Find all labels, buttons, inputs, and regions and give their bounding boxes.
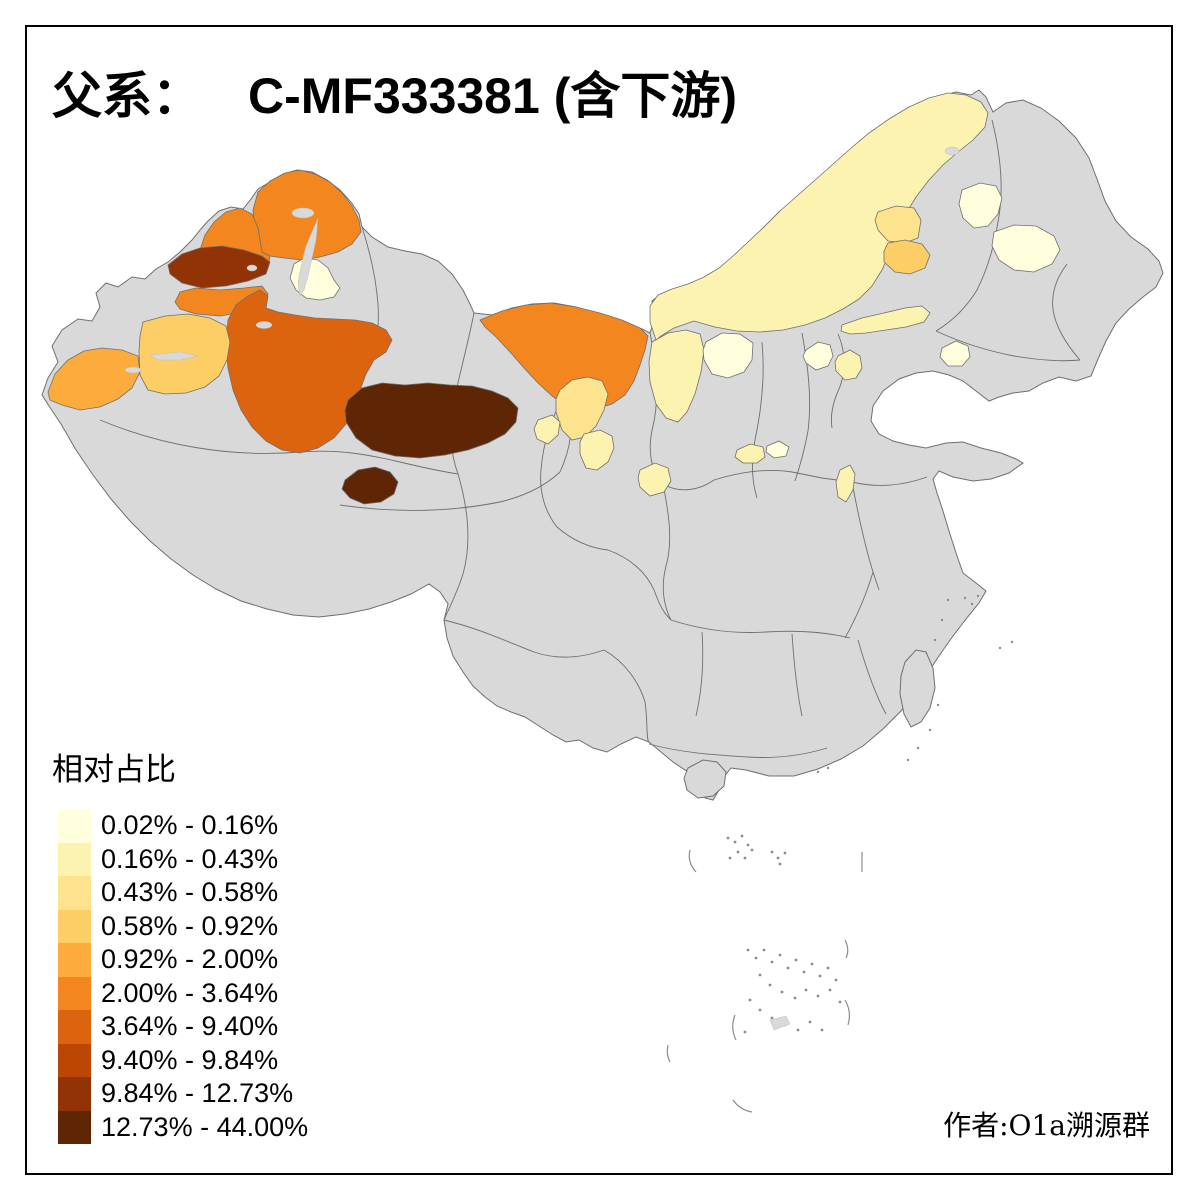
legend-row: 0.43% - 0.58% [58, 876, 308, 910]
legend-swatch [58, 976, 91, 1010]
title-haplogroup: C-MF333381 (含下游) [248, 68, 737, 124]
legend-label: 12.73% - 44.00% [101, 1111, 309, 1142]
legend-label: 0.02% - 0.16% [101, 810, 279, 841]
map-region [834, 349, 863, 381]
legend-swatch [58, 943, 91, 977]
title-prefix: 父系： [52, 66, 202, 125]
map-region [874, 205, 922, 244]
legend-swatch [58, 1043, 91, 1077]
legend-row: 2.00% - 3.64% [58, 976, 308, 1010]
legend-row: 3.64% - 9.40% [58, 1010, 308, 1044]
page-title: 父系： C-MF333381 (含下游) [52, 56, 737, 128]
legend-swatch [58, 1010, 91, 1044]
legend-label: 0.58% - 0.92% [101, 910, 279, 941]
sea-islets [666, 594, 1014, 1113]
legend-row: 0.16% - 0.43% [58, 842, 308, 876]
legend-title: 相对占比 [52, 752, 176, 788]
map-region [883, 239, 931, 275]
legend: 相对占比 0.02% - 0.16% 0.16% - 0.43% 0.43% -… [52, 744, 308, 1144]
map-region [344, 382, 519, 459]
plot-frame [25, 25, 1173, 1175]
map-region [167, 245, 271, 289]
map-region [649, 92, 989, 341]
map-region [835, 464, 856, 503]
map-region [479, 302, 649, 412]
map-region [555, 376, 609, 441]
legend-label: 3.64% - 9.40% [101, 1011, 279, 1042]
legend-row: 0.92% - 2.00% [58, 943, 308, 977]
islands [683, 649, 936, 799]
taiwan-island [899, 649, 936, 728]
legend-swatch [58, 1077, 91, 1111]
hainan-island [683, 759, 727, 799]
lakes [124, 146, 960, 374]
author-credit: 作者:O1a溯源群 [943, 1104, 1150, 1144]
map-region [939, 340, 971, 367]
legend-swatch [58, 909, 91, 943]
legend-label: 9.84% - 12.73% [101, 1078, 294, 1109]
map-region [341, 466, 399, 505]
map-region [648, 329, 705, 423]
legend-label: 2.00% - 3.64% [101, 977, 279, 1008]
legend-row: 0.58% - 0.92% [58, 909, 308, 943]
legend-label: 0.16% - 0.43% [101, 843, 279, 874]
map-region [637, 462, 672, 497]
legend-row: 9.40% - 9.84% [58, 1043, 308, 1077]
legend-row: 9.84% - 12.73% [58, 1077, 308, 1111]
map-region [533, 414, 561, 445]
legend-swatch [58, 876, 91, 910]
legend-row: 12.73% - 44.00% [58, 1110, 309, 1144]
map-region [802, 341, 834, 371]
legend-row: 0.02% - 0.16% [58, 809, 308, 843]
legend-label: 0.92% - 2.00% [101, 944, 279, 975]
map-region [734, 443, 766, 464]
legend-label: 9.40% - 9.84% [101, 1044, 279, 1075]
map-region [579, 429, 615, 471]
legend-swatch [58, 809, 91, 843]
legend-swatch [58, 842, 91, 876]
map-region [765, 440, 790, 459]
map-region [991, 224, 1061, 273]
map-region [702, 332, 754, 379]
map-region [840, 305, 931, 335]
map-region [958, 182, 1003, 229]
legend-swatch [58, 1110, 91, 1144]
author-credit-text: 作者:O1a溯源群 [943, 1109, 1150, 1142]
legend-label: 0.43% - 0.58% [101, 877, 279, 908]
choropleth-regions [47, 92, 1061, 505]
